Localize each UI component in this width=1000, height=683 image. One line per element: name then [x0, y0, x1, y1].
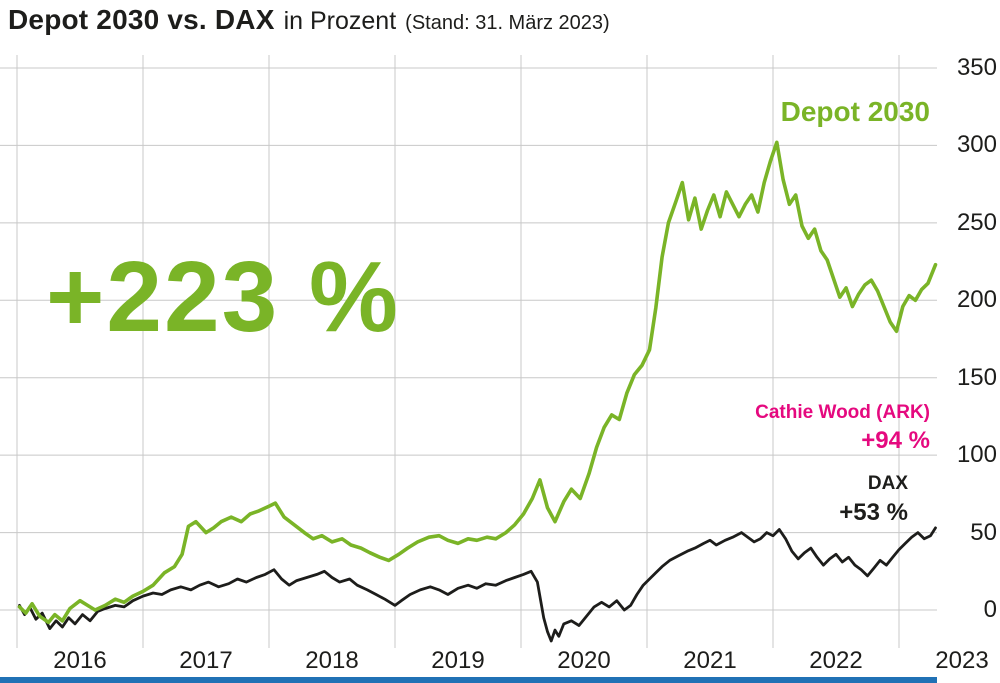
y-tick-label: 50 [970, 518, 997, 546]
ark-series-label: Cathie Wood (ARK) [755, 402, 930, 423]
x-tick-label: 2017 [179, 647, 233, 674]
title-main: Depot 2030 vs. DAX [8, 4, 275, 35]
dax-return-annotation: +53 % [839, 499, 908, 526]
y-tick-label: 300 [956, 131, 997, 159]
y-tick-label: 150 [956, 363, 997, 391]
x-tick-label: 2023 [935, 647, 989, 674]
title-date-note: (Stand: 31. März 2023) [405, 12, 610, 34]
y-tick-label: 250 [956, 208, 997, 236]
series-line-depot-2030 [17, 140, 938, 625]
chart-title: Depot 2030 vs. DAX in Prozent (Stand: 31… [8, 4, 610, 36]
title-subtitle: in Prozent [283, 7, 397, 35]
x-tick-label: 2021 [683, 647, 737, 674]
ark-return-annotation: +94 % [861, 427, 930, 454]
x-tick-label: 2018 [305, 647, 359, 674]
y-tick-label: 0 [983, 596, 997, 623]
dax-series-label: DAX [867, 473, 908, 494]
depot-total-return-annotation: +223 % [46, 241, 400, 353]
y-tick-label: 100 [956, 441, 997, 469]
x-tick-label: 2020 [557, 647, 611, 674]
x-tick-label: 2022 [809, 647, 863, 674]
y-tick-label: 350 [956, 54, 997, 81]
x-tick-label: 2016 [53, 647, 107, 674]
depot-series-label: Depot 2030 [780, 96, 930, 127]
footer-accent-bar [0, 677, 937, 683]
y-tick-label: 200 [956, 286, 997, 314]
series-line-dax [18, 526, 937, 643]
x-tick-label: 2019 [431, 647, 485, 674]
